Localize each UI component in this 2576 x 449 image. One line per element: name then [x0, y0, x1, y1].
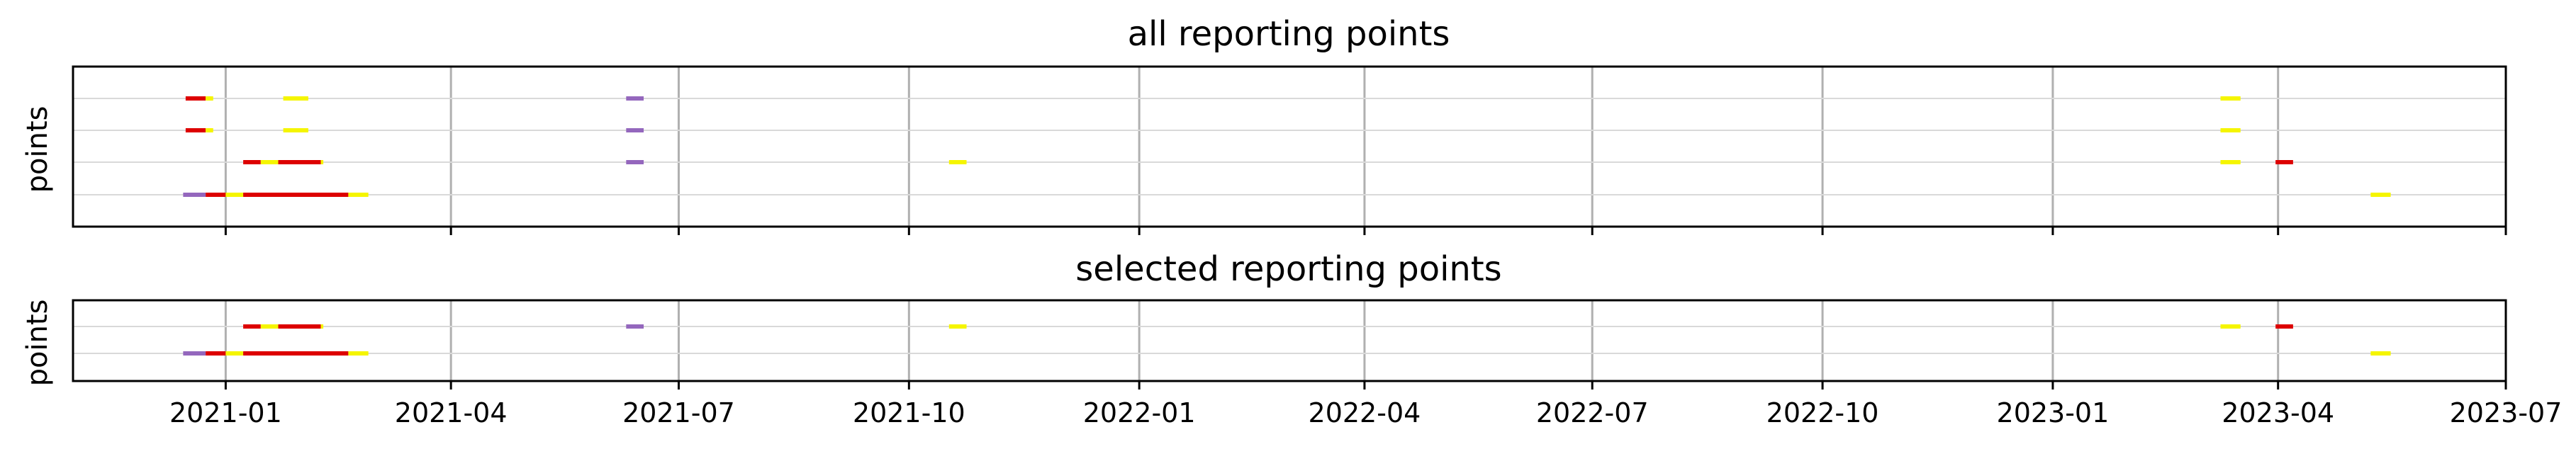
x-tick-label: 2023-01	[1997, 397, 2110, 428]
segments	[183, 96, 2391, 197]
panel-all-reporting-points: all reporting points points	[21, 14, 2507, 235]
x-tick-label: 2023-07	[2450, 397, 2563, 428]
grid	[73, 300, 2507, 381]
x-tick-label: 2022-01	[1083, 397, 1196, 428]
x-tick-marks	[224, 381, 2507, 390]
x-tick-label: 2021-10	[853, 397, 965, 428]
y-axis-label: points	[21, 300, 54, 387]
x-tick-label: 2022-07	[1536, 397, 1649, 428]
x-tick-marks	[224, 227, 2507, 235]
panel-selected-reporting-points: selected reporting points points 2021-01…	[21, 249, 2562, 428]
x-tick-label: 2023-04	[2222, 397, 2334, 428]
x-tick-label: 2022-10	[1766, 397, 1879, 428]
x-tick-labels: 2021-01 2021-04 2021-07 2021-10 2022-01 2022-…	[169, 397, 2562, 428]
chart-title: all reporting points	[1128, 14, 1450, 54]
plot-frame	[72, 65, 2507, 228]
x-tick-label: 2022-04	[1309, 397, 1421, 428]
x-tick-label: 2021-01	[169, 397, 282, 428]
y-axis-label: points	[21, 106, 54, 193]
x-tick-label: 2021-07	[622, 397, 735, 428]
plot-frame	[72, 299, 2507, 382]
chart-title: selected reporting points	[1075, 249, 1501, 289]
segments	[183, 324, 2391, 356]
x-tick-label: 2021-04	[395, 397, 508, 428]
grid	[73, 67, 2507, 227]
